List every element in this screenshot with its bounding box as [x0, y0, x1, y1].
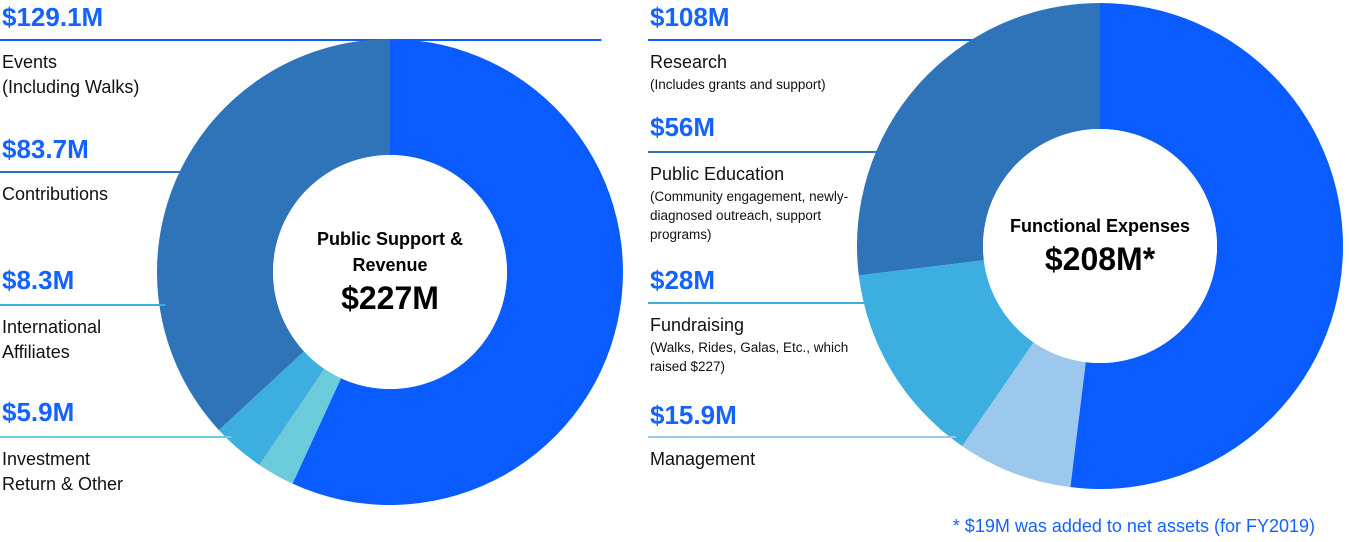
value-label: $15.9M: [650, 400, 737, 430]
value-label: $129.1M: [2, 2, 104, 32]
category-block: Management: [650, 447, 880, 472]
category-note: (Includes grants and support): [650, 77, 826, 92]
center-value: $227M: [341, 280, 439, 316]
footnote: * $19M was added to net assets (for FY20…: [952, 516, 1315, 536]
category-note: (Including Walks): [2, 77, 140, 97]
category-label: Fundraising: [650, 315, 745, 335]
donut-segment: [857, 3, 1100, 276]
category-block: International Affiliates: [2, 315, 138, 365]
category-label: Research: [650, 52, 728, 72]
value-label: $8.3M: [2, 265, 75, 295]
category-label: Contributions: [2, 184, 109, 204]
donut-segment: [962, 342, 1086, 488]
value-label: $108M: [650, 2, 730, 32]
value-label: $5.9M: [2, 397, 75, 427]
category-block: Investment Return & Other: [2, 447, 138, 497]
value-label: $28M: [650, 265, 716, 295]
category-note: (Community engagement, newly-diagnosed o…: [650, 189, 849, 242]
category-block: Research (Includes grants and support): [650, 50, 880, 94]
category-label: Management: [650, 449, 756, 469]
donut-segment: [858, 260, 1034, 447]
category-label: Public Education: [650, 164, 785, 184]
center-text: Functional Expenses $208M*: [980, 174, 1220, 318]
category-note: (Walks, Rides, Galas, Etc., which raised…: [650, 340, 849, 374]
category-block: Public Education (Community engagement, n…: [650, 162, 880, 244]
category-label: International Affiliates: [2, 317, 102, 362]
category-label: Investment Return & Other: [2, 449, 124, 494]
category-block: Events (Including Walks): [2, 50, 202, 100]
value-label: $56M: [650, 112, 716, 142]
category-block: Contributions: [2, 182, 138, 207]
center-text: Public Support & Revenue $227M: [310, 200, 470, 344]
category-label: Events: [2, 52, 58, 72]
center-value: $208M*: [1044, 241, 1156, 277]
donut-segment: [1070, 3, 1343, 489]
donut-segment: [292, 39, 624, 505]
donut-segment: [259, 368, 342, 484]
category-block: Fundraising (Walks, Rides, Galas, Etc., w…: [650, 313, 880, 376]
donut-segment: [218, 351, 325, 465]
center-title: Public Support & Revenue: [317, 229, 463, 275]
center-title: Functional Expenses: [1009, 216, 1191, 236]
donut-hole: [273, 155, 507, 389]
donut-segment: [157, 39, 390, 431]
value-label: $83.7M: [2, 134, 89, 164]
donut-hole: [983, 129, 1217, 363]
